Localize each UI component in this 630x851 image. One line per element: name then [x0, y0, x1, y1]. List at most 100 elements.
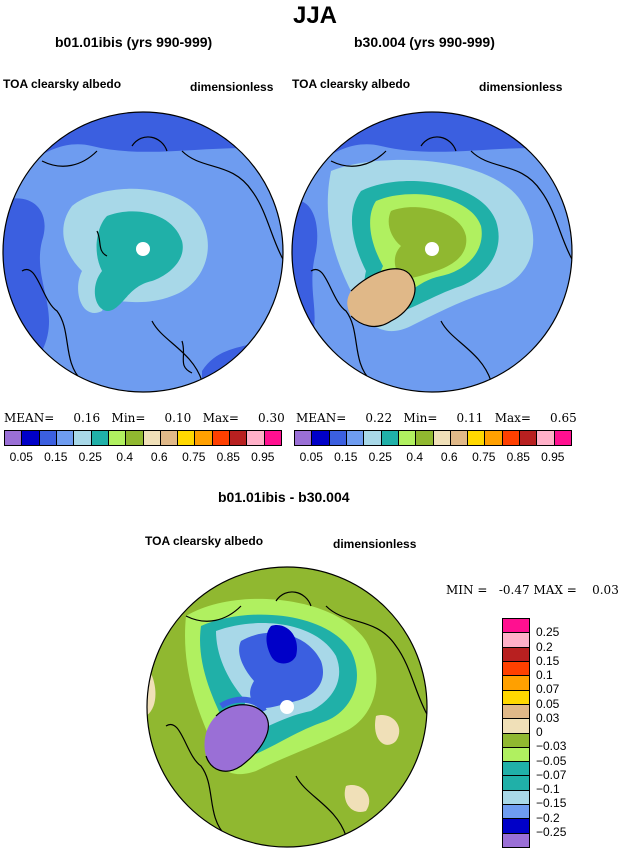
colorbar-2-tick-label: 0.05	[299, 450, 323, 464]
panel-2-max-value: 0.65	[550, 411, 577, 425]
diff-colorbar-swatch	[503, 647, 529, 662]
diff-colorbar-swatch	[503, 719, 529, 734]
diff-colorbar-tick-label: 0.03	[536, 710, 560, 725]
colorbar-2-tick-label: 0.85	[506, 450, 530, 464]
diff-min-value: -0.47	[498, 583, 530, 597]
diff-units: dimensionless	[333, 537, 417, 551]
colorbar-2-tick-label: 0.95	[541, 450, 565, 464]
diff-colorbar-tick-label: −0.1	[536, 782, 560, 796]
panel-1-mean-label: MEAN=	[4, 411, 55, 425]
colorbar-1-swatch	[74, 431, 92, 445]
diff-colorbar-swatch	[503, 776, 529, 791]
colorbar-1-tick-label: 0.95	[251, 450, 275, 464]
diff-min-label: MIN =	[446, 583, 488, 597]
diff-colorbar-swatch	[503, 833, 529, 847]
diff-colorbar-tick-label: 0.2	[536, 639, 553, 654]
colorbar-1-tick-label: 0.85	[216, 450, 240, 464]
colorbar-1-swatch	[39, 431, 57, 445]
diff-colorbar-swatch	[503, 633, 529, 648]
diff-colorbar-tick-label: 0.1	[536, 668, 553, 682]
colorbar-1-tick-label: 0.4	[116, 450, 134, 464]
colorbar-1-swatch	[5, 431, 23, 445]
diff-colorbar-swatch	[503, 790, 529, 806]
colorbar-2-tick-label: 0.15	[334, 450, 358, 464]
panel-2-min-label: Min=	[403, 411, 438, 425]
colorbar-1-swatch	[178, 431, 196, 445]
panel-2-units: dimensionless	[479, 80, 563, 94]
diff-colorbar-swatch	[503, 661, 529, 677]
diff-colorbar	[502, 618, 530, 848]
panel-1-case-title: b01.01ibis (yrs 990-999)	[55, 34, 213, 50]
colorbar-1-swatch	[126, 431, 144, 445]
panel-2-min-value: 0.11	[456, 411, 484, 425]
diff-colorbar-tick-label: −0.25	[536, 824, 567, 839]
colorbar-1-swatch	[143, 431, 161, 445]
diff-colorbar-tick-label: 0.15	[536, 653, 560, 668]
colorbar-2	[294, 430, 572, 446]
diff-colorbar-swatch	[503, 676, 529, 691]
polar-map-diff	[146, 566, 428, 848]
colorbar-1-tick-label: 0.15	[44, 450, 68, 464]
colorbar-2-swatch	[485, 431, 503, 445]
polar-map-2	[291, 111, 573, 393]
diff-colorbar-swatch	[503, 762, 529, 777]
colorbar-1-swatch	[160, 431, 179, 445]
panel-1-units: dimensionless	[190, 80, 274, 94]
colorbar-1-labels: 0.05 0.15 0.25 0.4 0.6 0.75 0.85 0.95	[4, 450, 280, 464]
diff-colorbar-tick-label: 0.07	[536, 682, 560, 697]
colorbar-2-swatch	[502, 431, 521, 445]
diff-stats: MIN = -0.47 MAX = 0.03	[446, 583, 619, 597]
colorbar-2-tick-label: 0.75	[472, 450, 496, 464]
colorbar-2-swatch	[295, 431, 313, 445]
colorbar-1-tick-label: 0.25	[78, 450, 102, 464]
diff-colorbar-swatch	[503, 619, 529, 634]
colorbar-2-swatch	[346, 431, 365, 445]
panel-1-max-label: Max=	[202, 411, 239, 425]
colorbar-2-swatch	[416, 431, 434, 445]
polar-map-1	[2, 111, 284, 393]
colorbar-1-swatch	[108, 431, 127, 445]
colorbar-1-swatch	[264, 431, 281, 445]
panel-2-stats: MEAN= 0.22 Min= 0.11 Max= 0.65	[296, 411, 577, 425]
diff-colorbar-tick-label: −0.2	[536, 810, 560, 825]
colorbar-1-swatch	[212, 431, 231, 445]
colorbar-2-swatch	[364, 431, 382, 445]
colorbar-2-tick-label: 0.6	[440, 450, 458, 464]
colorbar-1-swatch	[195, 431, 213, 445]
panel-2-case-title: b30.004 (yrs 990-999)	[354, 34, 495, 50]
diff-max-value: 0.03	[592, 583, 619, 597]
panel-2-variable: TOA clearsky albedo	[292, 77, 411, 91]
colorbar-2-swatch	[398, 431, 417, 445]
colorbar-2-labels: 0.05 0.15 0.25 0.4 0.6 0.75 0.85 0.95	[294, 450, 570, 464]
colorbar-1	[4, 430, 282, 446]
diff-colorbar-swatch	[503, 733, 529, 748]
diff-variable: TOA clearsky albedo	[145, 534, 264, 548]
diff-colorbar-swatch	[503, 690, 529, 705]
colorbar-1-tick-label: 0.05	[9, 450, 33, 464]
panel-1-variable: TOA clearsky albedo	[3, 77, 122, 91]
diff-colorbar-swatch	[503, 704, 529, 720]
colorbar-2-tick-label: 0.4	[406, 450, 424, 464]
colorbar-2-tick-label: 0.25	[368, 450, 392, 464]
colorbar-2-swatch	[329, 431, 347, 445]
colorbar-2-swatch	[520, 431, 538, 445]
diff-colorbar-swatch	[503, 819, 529, 834]
colorbar-1-swatch	[230, 431, 248, 445]
colorbar-2-swatch	[468, 431, 486, 445]
colorbar-1-swatch	[22, 431, 40, 445]
colorbar-1-tick-label: 0.6	[150, 450, 168, 464]
diff-colorbar-tick-label: −0.05	[536, 753, 567, 768]
diff-colorbar-tick-label: 0.25	[536, 625, 560, 640]
colorbar-2-swatch	[537, 431, 555, 445]
colorbar-1-swatch	[56, 431, 75, 445]
diff-colorbar-swatch	[503, 805, 529, 820]
panel-1-min-label: Min=	[111, 411, 146, 425]
diff-colorbar-tick-label: −0.03	[536, 739, 567, 754]
panel-1-min-value: 0.10	[164, 411, 192, 425]
panel-1-max-value: 0.30	[258, 411, 285, 425]
colorbar-2-swatch	[433, 431, 451, 445]
diff-colorbar-labels: 0.25 0.2 0.15 0.1 0.07 0.05 0.03 0 −0.03 −0.05 −0.…	[536, 618, 596, 846]
colorbar-1-tick-label: 0.75	[182, 450, 206, 464]
diff-colorbar-tick-label: −0.15	[536, 796, 567, 811]
colorbar-2-swatch	[312, 431, 330, 445]
